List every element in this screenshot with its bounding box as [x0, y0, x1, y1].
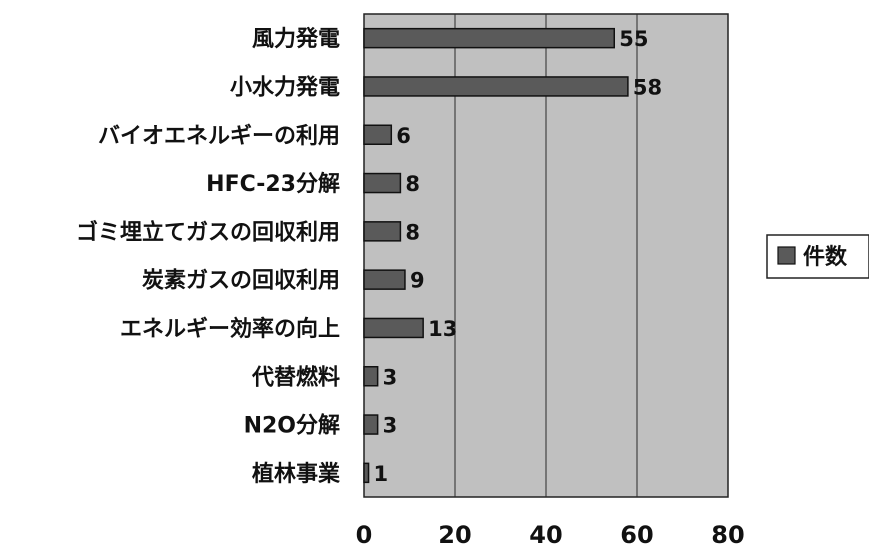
category-label: バイオエネルギーの利用: [98, 124, 340, 149]
bar: [363, 462, 370, 484]
category-label: 小水力発電: [230, 75, 340, 100]
x-axis-tick-labels: 0 20 40 60 80: [356, 521, 745, 549]
data-label: 8: [405, 172, 420, 196]
legend-label: 件数: [803, 244, 848, 270]
bar: [363, 172, 402, 194]
category-label: 代替燃料: [251, 364, 340, 390]
x-tick-label: 60: [620, 521, 653, 549]
x-tick-label: 0: [356, 521, 373, 549]
bar: [363, 124, 393, 145]
x-tick-label: 40: [529, 521, 562, 549]
category-label: 植林事業: [252, 461, 341, 487]
data-label: 13: [428, 317, 457, 341]
data-label: 1: [374, 462, 389, 486]
bar: [363, 221, 402, 242]
category-label: エネルギー効率の向上: [120, 316, 340, 342]
category-label: ゴミ埋立てガスの回収利用: [76, 219, 340, 245]
bar: [363, 317, 424, 339]
bars: 55 58 6 8 8 913 3 3 1: [363, 27, 662, 486]
bar: [363, 76, 629, 97]
data-label: 3: [383, 365, 398, 389]
legend-swatch: [777, 246, 796, 265]
data-label: 55: [619, 27, 648, 51]
x-tick-label: 20: [438, 521, 471, 549]
legend: 件数: [766, 234, 869, 279]
data-label: 9: [410, 269, 425, 293]
category-label: N2O分解: [244, 413, 340, 439]
data-label: 8: [405, 220, 420, 244]
bar: [363, 269, 406, 290]
x-tick-label: 80: [711, 521, 744, 549]
bar: [363, 27, 615, 49]
category-label: HFC-23分解: [206, 171, 340, 197]
data-label: 3: [383, 414, 398, 438]
category-label: 炭素ガスの回収利用: [142, 268, 340, 294]
data-label: 6: [396, 124, 411, 148]
bar: [363, 414, 379, 435]
data-label: 58: [633, 75, 662, 99]
bar: [363, 366, 379, 387]
category-label: 風力発電: [252, 27, 340, 52]
